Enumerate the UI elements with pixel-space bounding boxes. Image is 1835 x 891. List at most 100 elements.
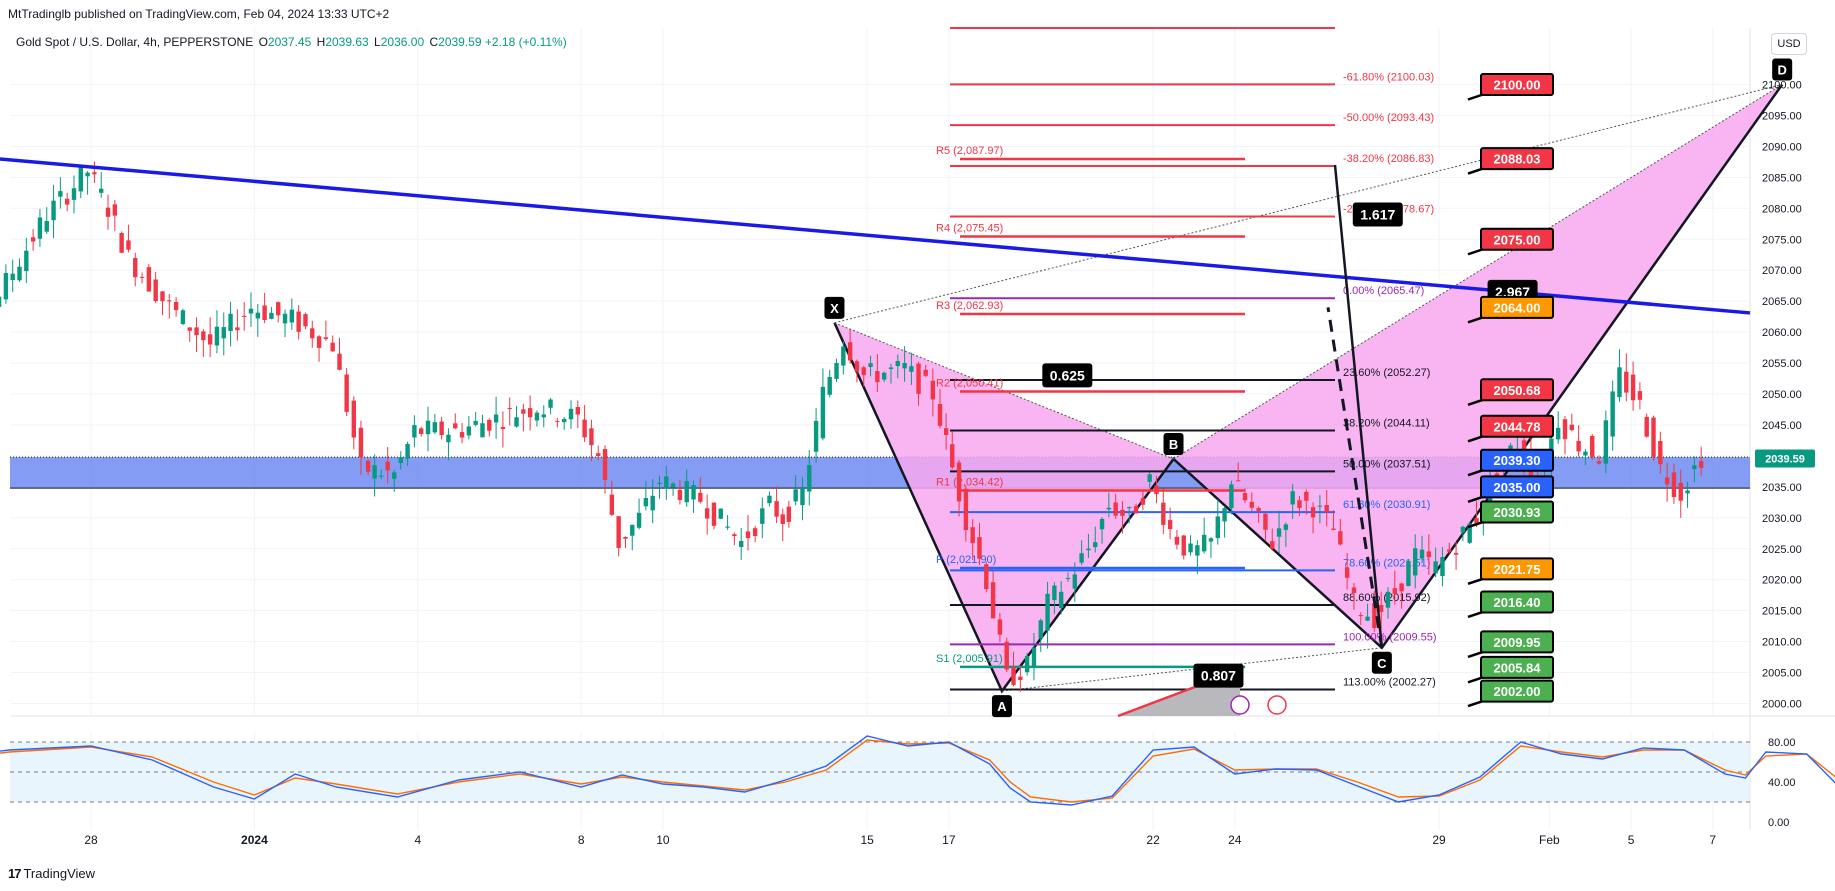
published-caption: MtTradinglb published on TradingView.com… <box>8 7 390 21</box>
candle-body <box>126 240 131 250</box>
candle-body <box>221 327 226 339</box>
candle-body <box>561 418 567 423</box>
candle-body <box>303 314 308 327</box>
candle-body <box>1304 491 1309 501</box>
candle-body <box>153 279 158 302</box>
candle-body <box>1154 485 1159 495</box>
fib-label: 0.00% (2065.47) <box>1343 285 1424 297</box>
candle-body <box>248 308 254 314</box>
price-tick-label: 2100.00 <box>1762 80 1802 92</box>
candle-body <box>1120 509 1125 516</box>
candle-body <box>1297 500 1302 508</box>
candle-body <box>1413 548 1418 576</box>
candle-body <box>854 361 860 372</box>
time-axis: 28202448101517222429Feb57121419 <box>84 833 1716 847</box>
candle-body <box>1630 374 1636 401</box>
candle-body <box>881 372 887 380</box>
candle-body <box>793 489 798 502</box>
fib-label: 23.60% (2052.27) <box>1343 367 1430 379</box>
candle-body <box>3 273 9 300</box>
candle-body <box>1378 604 1384 612</box>
candle-body <box>1351 587 1357 593</box>
candle-body <box>51 200 56 221</box>
rising-trendline <box>1333 164 1384 648</box>
candle-body <box>1174 536 1180 545</box>
fib-label: -38.20% (2086.83) <box>1343 153 1434 165</box>
candle-body <box>1555 427 1561 440</box>
price-tick-label: 2030.00 <box>1762 513 1802 525</box>
candle-body <box>64 198 70 205</box>
candle-body <box>888 367 894 369</box>
candle-body <box>1617 367 1622 398</box>
candle-body <box>1460 526 1466 533</box>
candle-body <box>827 376 832 395</box>
candle-body <box>372 465 377 479</box>
price-callout-label: 2100.00 <box>1494 78 1541 93</box>
candle-body <box>330 342 335 352</box>
ratio-label: 1.617 <box>1360 206 1395 222</box>
candle-body <box>446 434 451 443</box>
candle-body <box>228 313 233 331</box>
currency-button[interactable]: USD <box>1771 33 1807 55</box>
candle-body <box>1474 518 1479 525</box>
price-tick-label: 2060.00 <box>1762 327 1802 339</box>
candle-body <box>1426 551 1432 558</box>
point-x-label: X <box>830 301 839 316</box>
candle-body <box>112 204 118 216</box>
descending-trendline <box>0 157 1751 315</box>
candle-body <box>1018 676 1023 681</box>
candle-body <box>1692 465 1697 470</box>
candle-body <box>1317 505 1323 507</box>
candle-body <box>1576 440 1581 452</box>
time-tick-label: 22 <box>1146 833 1160 847</box>
candle-body <box>956 462 962 502</box>
candle-body <box>507 408 512 410</box>
time-tick-label: 10 <box>656 833 670 847</box>
candle-body <box>1290 491 1295 505</box>
candle-body <box>527 408 533 418</box>
candle-body <box>1399 583 1404 592</box>
candle-body <box>916 363 921 394</box>
candle-body <box>943 428 949 435</box>
brand-name: TradingView <box>23 866 96 881</box>
candle-body <box>732 534 737 536</box>
candle-body <box>180 310 186 324</box>
candle-body <box>1086 548 1091 551</box>
time-tick-label: 29 <box>1432 833 1446 847</box>
candle-body <box>58 191 63 197</box>
tradingview-brand: 17 TradingView <box>8 866 95 881</box>
candle-body <box>984 564 989 590</box>
candle-body <box>241 315 247 317</box>
candle-body <box>385 461 390 471</box>
candle-body <box>466 426 472 436</box>
candle-body <box>704 508 710 519</box>
candle-body <box>337 353 342 370</box>
candle-body <box>201 331 206 341</box>
candle-body <box>1038 620 1043 639</box>
candle-body <box>1079 553 1084 563</box>
candle-body <box>950 444 955 468</box>
candle-body <box>351 400 357 438</box>
time-tick-label: 4 <box>414 833 421 847</box>
candle-body <box>909 366 914 372</box>
candle-body <box>146 267 152 292</box>
candle-body <box>1072 574 1078 589</box>
candle-body <box>1324 504 1329 513</box>
rsi-pane: 80.00 40.00 0.00 <box>0 735 1835 829</box>
candle-body <box>1365 616 1370 621</box>
price-callout-label: 2075.00 <box>1494 232 1541 247</box>
rsi-d-line <box>0 739 1835 803</box>
candle-body <box>1147 474 1152 482</box>
ratio-label: 0.625 <box>1050 367 1085 383</box>
candle-body <box>1093 542 1098 548</box>
rsi-tick-label: 40.00 <box>1768 777 1796 789</box>
high-value: 2039.63 <box>325 35 369 49</box>
ratio-label: 0.807 <box>1201 668 1236 684</box>
candle-body <box>847 342 853 361</box>
price-callout <box>1480 227 1554 251</box>
candle-body <box>861 367 866 376</box>
candle-body <box>71 188 77 200</box>
price-tick-label: 2010.00 <box>1762 637 1802 649</box>
price-callout <box>1480 295 1554 319</box>
